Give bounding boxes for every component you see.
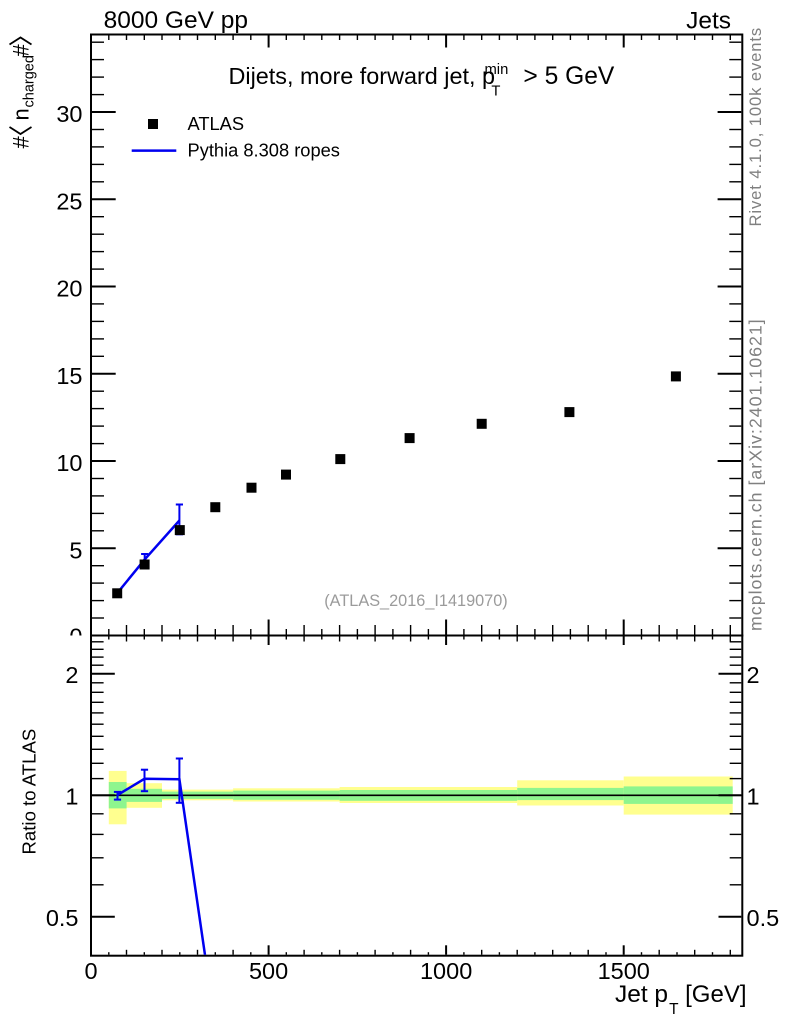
- svg-text:2: 2: [65, 662, 78, 688]
- svg-text:1500: 1500: [598, 958, 650, 984]
- svg-text:0.5: 0.5: [747, 905, 780, 931]
- svg-text:Pythia 8.308 ropes: Pythia 8.308 ropes: [188, 140, 340, 161]
- svg-text:1: 1: [65, 784, 78, 810]
- svg-text:5: 5: [69, 537, 82, 563]
- svg-text:10: 10: [56, 450, 82, 476]
- svg-text:#: #: [9, 44, 34, 57]
- svg-text:(ATLAS_2016_I1419070): (ATLAS_2016_I1419070): [324, 592, 507, 610]
- svg-text:25: 25: [56, 188, 82, 214]
- svg-text:Jets: Jets: [686, 7, 731, 34]
- svg-text:2: 2: [747, 662, 760, 688]
- svg-text:ATLAS: ATLAS: [188, 113, 245, 134]
- svg-text:0: 0: [84, 958, 97, 984]
- svg-text:0.5: 0.5: [46, 905, 79, 931]
- svg-text:mcplots.cern.ch [arXiv:2401.10: mcplots.cern.ch [arXiv:2401.10621]: [746, 318, 766, 631]
- svg-text:1: 1: [747, 784, 760, 810]
- svg-text:Ratio to ATLAS: Ratio to ATLAS: [19, 729, 40, 855]
- svg-text:20: 20: [56, 276, 82, 302]
- svg-text:n: n: [9, 108, 34, 120]
- svg-text:Rivet 4.1.0, 100k events: Rivet 4.1.0, 100k events: [746, 27, 765, 227]
- svg-text:1000: 1000: [420, 958, 472, 984]
- svg-text:500: 500: [249, 958, 288, 984]
- svg-text:0: 0: [69, 624, 82, 650]
- svg-text:#: #: [9, 136, 34, 149]
- svg-text:15: 15: [56, 363, 82, 389]
- svg-text:30: 30: [56, 101, 82, 127]
- svg-text:charged: charged: [22, 55, 38, 107]
- svg-text:8000 GeV pp: 8000 GeV pp: [104, 7, 248, 34]
